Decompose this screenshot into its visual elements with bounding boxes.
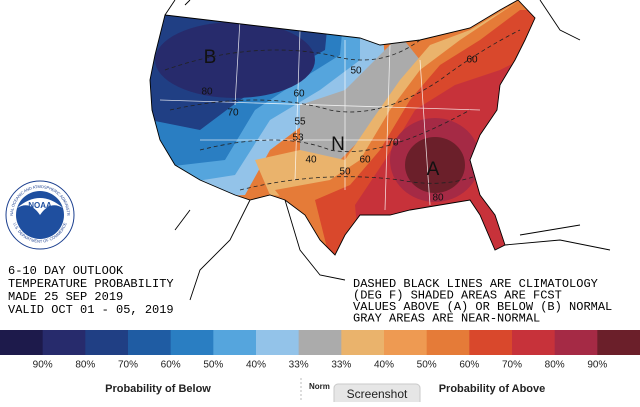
legend-label: 50% — [203, 360, 223, 371]
legend-below-title: Probability of Below — [105, 383, 211, 395]
outlook-line: MADE 25 SEP 2019 — [8, 290, 123, 304]
legend-swatch — [42, 330, 86, 355]
legend-label: 33% — [289, 360, 309, 371]
legend-swatch — [469, 330, 513, 355]
legend-label: 90% — [587, 360, 607, 371]
contour-label: 50 — [339, 167, 351, 178]
legend-swatch — [384, 330, 428, 355]
normal-marker: N — [331, 134, 345, 155]
legend-swatch — [85, 330, 129, 355]
below-marker: B — [204, 47, 217, 68]
legend-label: 40% — [374, 360, 394, 371]
contour-label: 55 — [294, 117, 306, 128]
legend-label: 70% — [118, 360, 138, 371]
contour-label: 60 — [466, 55, 478, 66]
logo-name: NOAA — [28, 201, 52, 210]
legend: 90% 80% 70% 60% 50% 40% 33% 33% 40% 50% 60% 70% 80% 9… — [0, 330, 640, 371]
legend-label: 90% — [33, 360, 53, 371]
note-line: DASHED BLACK LINES ARE CLIMATOLOGY — [353, 277, 598, 291]
zone-below-70 — [155, 22, 315, 98]
legend-swatch — [554, 330, 598, 355]
zone-normal — [300, 35, 420, 160]
contour-label: 53 — [292, 133, 304, 144]
contour-label: 80 — [201, 87, 213, 98]
contour-label: 60 — [293, 89, 305, 100]
above-marker: A — [427, 159, 440, 180]
legend-label: 50% — [417, 360, 437, 371]
legend-swatch — [0, 330, 44, 355]
neighbor-borders — [164, 0, 611, 301]
outlook-line: 6-10 DAY OUTLOOK — [8, 264, 124, 278]
tooltip-text: Screenshot — [347, 387, 408, 401]
legend-swatch — [298, 330, 342, 355]
contour-label: 50 — [350, 66, 362, 77]
contour-label: 70 — [387, 138, 399, 149]
legend-swatch — [128, 330, 172, 355]
climatology-contours — [164, 29, 521, 191]
legend-label: 60% — [161, 360, 181, 371]
contour-label: 60 — [359, 155, 371, 166]
legend-swatch — [170, 330, 214, 355]
contour-label: 80 — [432, 193, 444, 204]
legend-swatch — [213, 330, 257, 355]
map-labels: B A N 80 70 60 50 55 53 40 50 60 70 80 6… — [201, 47, 478, 204]
legend-label: 80% — [75, 360, 95, 371]
legend-swatch — [256, 330, 300, 355]
state-lines — [159, 19, 481, 211]
legend-label: 80% — [545, 360, 565, 371]
zone-above-90 — [405, 137, 465, 193]
legend-swatch — [597, 330, 640, 355]
logo-bird — [17, 198, 63, 215]
forecast-shading — [150, 0, 535, 255]
legend-normal-title: Norm — [309, 382, 330, 391]
notes-text: DASHED BLACK LINES ARE CLIMATOLOGY(DEG F… — [353, 277, 612, 326]
legend-swatch — [426, 330, 470, 355]
legend-label: 70% — [502, 360, 522, 371]
legend-label: 40% — [246, 360, 266, 371]
legend-swatch — [341, 330, 385, 355]
noaa-logo: NOAA NATIONAL OCEANIC AND ATMOSPHERIC AD… — [0, 0, 75, 250]
outlook-line: VALID OCT 01 - 05, 2019 — [8, 303, 174, 317]
outlook-line: TEMPERATURE PROBABILITY — [8, 277, 174, 291]
legend-above-title: Probability of Above — [439, 383, 546, 395]
note-line: GRAY AREAS ARE NEAR-NORMAL — [353, 312, 540, 326]
us-outline — [149, 0, 536, 256]
legend-swatch — [512, 330, 556, 355]
contour-label: 70 — [227, 108, 239, 119]
legend-label: 60% — [459, 360, 479, 371]
note-line: VALUES ABOVE (A) OR BELOW (B) NORMAL — [353, 300, 612, 314]
note-line: (DEG F) SHADED AREAS ARE FCST — [353, 289, 562, 303]
legend-label: 33% — [331, 360, 351, 371]
contour-label: 40 — [305, 155, 317, 166]
